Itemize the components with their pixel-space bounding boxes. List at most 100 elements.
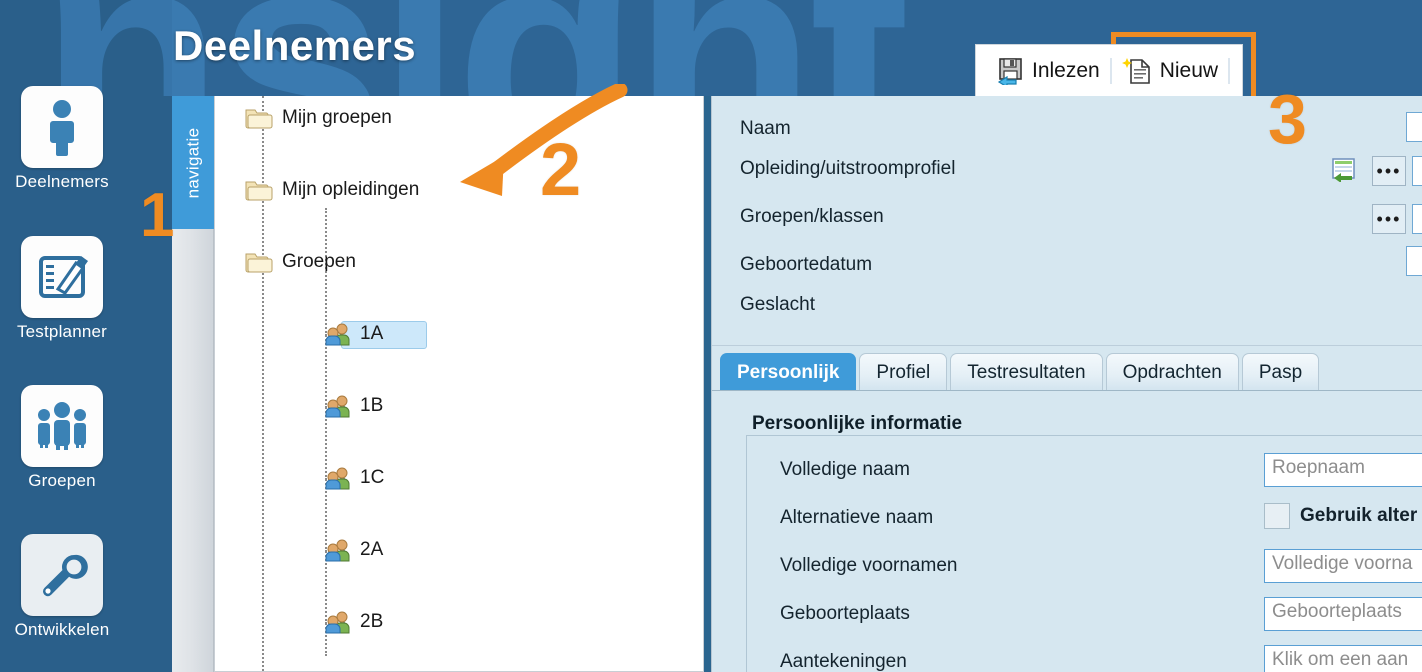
folder-icon — [245, 178, 273, 202]
summary-label-naam: Naam — [740, 118, 791, 139]
annotation-number-1: 1 — [140, 181, 175, 250]
sidebar-item-label: Groepen — [28, 471, 96, 490]
grid-import-icon[interactable] — [1332, 158, 1358, 183]
field-label: Volledige voornamen — [780, 555, 958, 576]
group-icon — [325, 466, 351, 490]
naam-input[interactable] — [1406, 112, 1422, 142]
field-label: Geboorteplaats — [780, 603, 910, 624]
people-group-icon — [21, 385, 103, 467]
field-row-geboorteplaats: Geboorteplaats Geboorteplaats — [746, 591, 1422, 639]
tree-node-label: 2B — [360, 611, 384, 632]
tree-node-label: Mijn opleidingen — [282, 179, 420, 200]
sidebar-item-label: Ontwikkelen — [14, 620, 110, 639]
nav-tab-navigatie[interactable]: navigatie — [172, 96, 214, 229]
detail-toolbar: Inlezen Nieuw — [975, 44, 1244, 96]
gebruik-alternatieve-naam-checkbox-group[interactable]: Gebruik alter — [1264, 503, 1417, 529]
toolbar-nieuw-button[interactable]: Nieuw — [1114, 50, 1226, 92]
checkbox-icon[interactable] — [1264, 503, 1290, 529]
ellipsis-label: ••• — [1376, 161, 1402, 181]
annotation-number-2: 2 — [540, 128, 582, 211]
summary-label-groepen: Groepen/klassen — [740, 206, 884, 227]
folder-icon — [245, 250, 273, 274]
volledige-voornamen-input[interactable]: Volledige voorna — [1264, 549, 1422, 583]
groepen-input[interactable] — [1412, 204, 1422, 234]
toolbar-separator — [1228, 57, 1231, 84]
sidebar-item-groepen[interactable]: Groepen — [0, 385, 124, 491]
field-label: Alternatieve naam — [780, 507, 934, 528]
new-document-icon — [1121, 57, 1152, 85]
app-sidebar: nsight Deelnemers Testplanner — [0, 0, 172, 672]
tab-persoonlijk[interactable]: Persoonlijk — [720, 353, 857, 391]
tab-label: Opdrachten — [1122, 361, 1222, 383]
person-icon — [21, 86, 103, 168]
tree-node-label: Mijn groepen — [282, 107, 392, 128]
toolbar-button-label: Nieuw — [1159, 58, 1219, 82]
selection-highlight — [341, 321, 427, 349]
summary-label-geboortedatum: Geboortedatum — [740, 254, 873, 275]
field-label: Volledige naam — [780, 459, 910, 480]
tab-opdrachten[interactable]: Opdrachten — [1105, 353, 1239, 391]
tab-profiel[interactable]: Profiel — [859, 353, 948, 391]
checkbox-label: Gebruik alter — [1300, 505, 1418, 526]
page-title: Deelnemers — [173, 22, 417, 69]
tree-node-1c[interactable]: 1C — [215, 460, 703, 496]
field-row-aantekeningen: Aantekeningen Klik om een aan — [746, 639, 1422, 672]
annotation-number-3: 3 — [1268, 80, 1307, 158]
tree-node-1b[interactable]: 1B — [215, 388, 703, 424]
detail-panel: Naam Opleiding/uitstroomprofiel Groepen/… — [711, 96, 1422, 672]
tab-testresultaten[interactable]: Testresultaten — [950, 353, 1103, 391]
sidebar-item-ontwikkelen[interactable]: Ontwikkelen — [0, 534, 124, 640]
tree-node-label: Groepen — [282, 251, 356, 272]
opleiding-ellipsis-button[interactable]: ••• — [1372, 156, 1406, 186]
section-frame — [746, 435, 1422, 672]
tree-node-1a[interactable]: 1A — [215, 316, 703, 352]
tree-node-label: 1A — [360, 323, 384, 344]
notepad-pen-icon — [21, 236, 103, 318]
person-icon-svg — [50, 100, 74, 156]
floppy-import-icon — [994, 57, 1024, 88]
folder-icon — [245, 106, 273, 130]
toolbar-separator — [1109, 57, 1112, 84]
tree-node-mijn-opleidingen[interactable]: Mijn opleidingen — [215, 172, 703, 208]
summary-area: Naam Opleiding/uitstroomprofiel Groepen/… — [712, 96, 1422, 346]
sidebar-item-testplanner[interactable]: Testplanner — [0, 236, 124, 342]
field-row-volledige-voornamen: Volledige voornamen Volledige voorna — [746, 543, 1422, 591]
brand-watermark: nsight — [40, 0, 910, 96]
tree-trunk-line — [262, 96, 264, 671]
detail-tab-strip[interactable]: Persoonlijk Profiel Testresultaten Opdra… — [712, 349, 1422, 391]
people-group-icon-svg — [38, 402, 86, 450]
sidebar-item-label: Testplanner — [16, 322, 108, 341]
tree-node-label: 2A — [360, 539, 384, 560]
tree-node-mijn-groepen[interactable]: Mijn groepen — [215, 100, 703, 136]
section-title-persoonlijke-informatie: Persoonlijke informatie — [752, 413, 963, 434]
groepen-ellipsis-button[interactable]: ••• — [1372, 204, 1406, 234]
group-icon — [325, 394, 351, 418]
tree-node-groepen[interactable]: Groepen — [215, 244, 703, 280]
ellipsis-label: ••• — [1376, 209, 1402, 229]
wrench-icon-svg — [42, 554, 88, 597]
opleiding-input[interactable] — [1412, 156, 1422, 186]
field-row-volledige-naam: Volledige naam Roepnaam — [746, 447, 1422, 495]
geboortedatum-input[interactable] — [1406, 246, 1422, 276]
summary-label-geslacht: Geslacht — [740, 294, 815, 315]
tree-node-label: 1B — [360, 395, 384, 416]
nav-tab-label: navigatie — [183, 127, 202, 198]
tree-branch-line — [325, 208, 327, 656]
tree-node-label: 1C — [360, 467, 385, 488]
tree-node-2b[interactable]: 2B — [215, 604, 703, 640]
sidebar-item-deelnemers[interactable]: Deelnemers — [0, 86, 124, 192]
geboorteplaats-input[interactable]: Geboorteplaats — [1264, 597, 1422, 631]
tree-node-2a[interactable]: 2A — [215, 532, 703, 568]
tab-paspoort[interactable]: Pasp — [1241, 353, 1320, 391]
navigation-tree-panel[interactable]: Mijn groepen Mijn opleidingen — [214, 96, 704, 672]
roepnaam-input[interactable]: Roepnaam — [1264, 453, 1422, 487]
aantekeningen-input[interactable]: Klik om een aan — [1264, 645, 1422, 672]
wrench-icon — [21, 534, 103, 616]
notepad-pen-icon-svg — [39, 256, 88, 298]
sidebar-item-label: Deelnemers — [15, 172, 109, 191]
group-icon — [325, 322, 351, 346]
field-label: Aantekeningen — [780, 651, 907, 672]
tab-label: Profiel — [876, 361, 931, 383]
group-icon — [325, 610, 351, 634]
toolbar-inlezen-button[interactable]: Inlezen — [986, 50, 1108, 92]
